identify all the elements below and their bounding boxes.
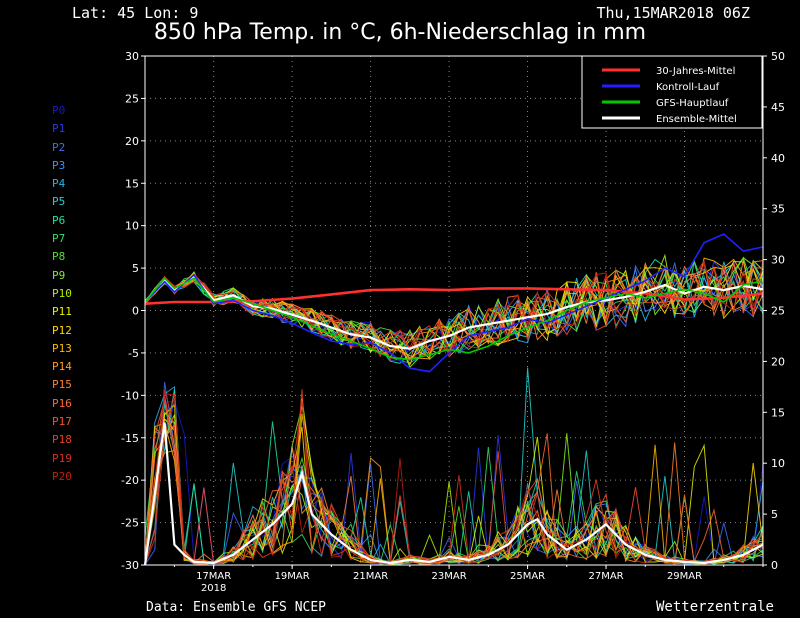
member-precip-line [144,400,764,566]
member-precip-line [144,398,764,566]
member-label: P10 [52,286,72,300]
left-tick-label: -5 [128,347,139,360]
left-tick-label: -30 [121,559,139,572]
member-precip-line [144,413,764,566]
legend-label: 30-Jahres-Mittel [656,66,735,77]
location-label: Lat: 45 Lon: 9 [72,4,199,22]
member-precip-line [144,381,764,566]
member-label: P13 [52,341,72,355]
left-tick-label: 0 [132,305,139,318]
series-line-kontroll-lauf [144,233,764,373]
chart-title: 850 hPa Temp. in °C, 6h-Niederschlag in … [153,20,647,45]
member-label: P16 [52,396,72,410]
right-tick-label: 45 [771,101,785,114]
right-tick-label: 30 [771,254,785,267]
left-tick-label: 15 [125,177,139,190]
x-tick-label: 27MAR [588,571,623,582]
member-label: P1 [52,122,66,136]
left-tick-label: -25 [121,517,139,530]
member-precip-line [144,389,764,566]
legend-label: Kontroll-Lauf [656,82,720,93]
right-tick-label: 25 [771,305,785,318]
ensemble-member-list: P0 P1 P2 P3 P4 P5 P6 P7 P8 P9 P10 P11 P12 P13 P14 P15 P1… [52,102,112,486]
left-tick-label: 10 [125,220,139,233]
right-tick-label: 50 [771,50,785,63]
member-label: P20 [52,469,72,483]
member-precip-line [144,392,764,566]
legend-label: Ensemble-Mittel [656,114,737,125]
left-tick-label: -20 [121,474,139,487]
member-precip-line [144,389,764,566]
grid-lines [145,56,763,565]
chart-legend: 30-Jahres-Mittel Kontroll-Lauf GFS-Hauptla… [581,55,763,129]
data-source-label: Data: Ensemble GFS NCEP [146,600,327,615]
member-label: P18 [52,433,72,447]
left-axis-ticks: -30 -25 -20 -15 -10 -5 0 5 10 15 20 25 30 [121,50,145,572]
member-label: P15 [52,378,72,392]
right-axis-ticks: 0 5 10 15 20 25 30 35 40 45 50 [763,50,785,572]
series-line-ensemble-mittel [143,422,764,566]
right-tick-label: 0 [771,559,778,572]
x-tick-label: 21MAR [353,571,388,582]
right-tick-label: 40 [771,152,785,165]
member-precip-line [144,385,764,566]
series-line-gfs-hauptlauf [144,277,764,361]
right-tick-label: 10 [771,457,785,470]
member-label: P5 [52,195,66,209]
member-temp-line [144,257,764,359]
member-precip-line [144,406,764,566]
x-year-label: 2018 [201,583,226,594]
member-label: P19 [52,451,72,465]
member-label: P3 [52,158,66,172]
member-label: P11 [52,305,72,319]
left-tick-label: 30 [125,50,139,63]
x-tick-label: 19MAR [275,571,310,582]
member-temp-line [144,262,764,349]
legend-label: GFS-Hauptlauf [656,98,729,109]
member-label: P4 [52,177,66,191]
right-tick-label: 5 [771,508,778,521]
member-label: P12 [52,323,72,337]
right-tick-label: 35 [771,203,785,216]
member-label: P6 [52,213,66,227]
member-label: P14 [52,360,72,374]
member-precip-line [144,392,764,566]
legend-box [581,55,763,129]
brand-label: Wetterzentrale [655,599,774,615]
left-tick-label: 5 [132,262,139,275]
x-tick-label: 25MAR [510,571,545,582]
member-precip-line [144,400,764,566]
right-tick-label: 15 [771,406,785,419]
left-tick-label: 25 [125,92,139,105]
left-tick-label: -15 [121,432,139,445]
right-tick-label: 20 [771,355,785,368]
member-label: P17 [52,415,72,429]
member-label: P9 [52,268,66,282]
member-temp-line [144,259,764,362]
left-tick-label: 20 [125,135,139,148]
member-precip-line [144,389,764,566]
series-line-ensemble-mittel [144,275,764,350]
member-precip-line [144,398,764,566]
run-datestamp: Thu,15MAR2018 06Z [596,4,750,22]
x-tick-label: 29MAR [667,571,702,582]
highlighted-series-lines [143,233,764,566]
member-label: P2 [52,140,66,154]
member-label: P7 [52,232,66,246]
member-label: P8 [52,250,66,264]
left-tick-label: -10 [121,389,139,402]
x-tick-label: 23MAR [432,571,467,582]
x-axis-ticks: 17MAR 19MAR 21MAR 23MAR 25MAR 27MAR 29MAR 2018 [173,565,764,594]
x-tick-label: 17MAR [196,571,231,582]
member-label: P0 [52,104,66,117]
